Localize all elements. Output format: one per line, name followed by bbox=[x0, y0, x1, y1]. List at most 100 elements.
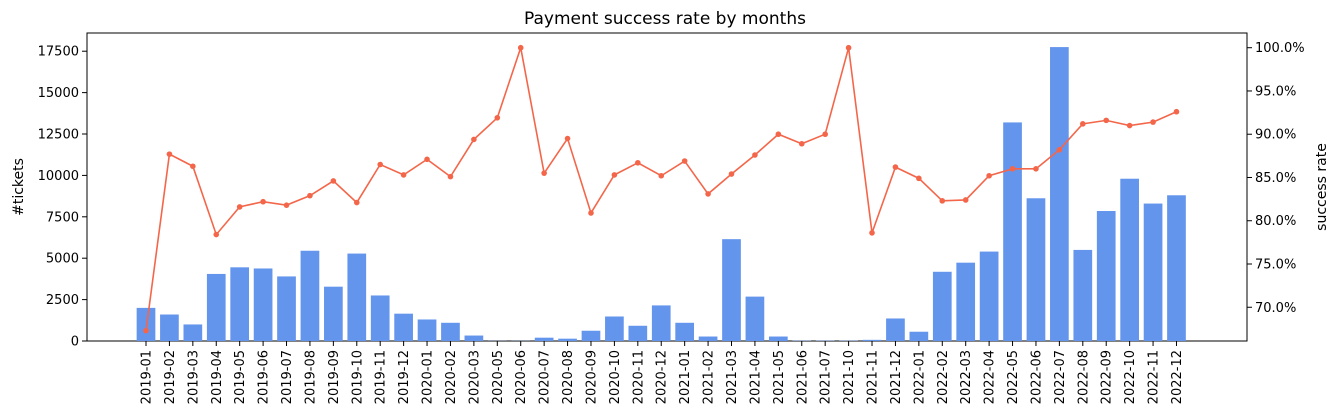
bar-2020-10 bbox=[605, 316, 624, 341]
bar-2022-05 bbox=[1003, 122, 1022, 341]
bar-2022-01 bbox=[909, 331, 929, 341]
rate-point-2021-10 bbox=[845, 44, 852, 51]
bar-2022-12 bbox=[1167, 195, 1186, 341]
x-tick-label: 2020-11 bbox=[631, 350, 646, 404]
rate-point-2022-09 bbox=[1103, 117, 1110, 124]
bar-2020-09 bbox=[581, 330, 601, 341]
left-axis: 0 2500 5000 7500 10000 12500 15000 17500 bbox=[38, 45, 87, 350]
x-tick-label: 2022-03 bbox=[959, 350, 974, 404]
rate-point-2022-08 bbox=[1080, 121, 1086, 127]
bar-2022-02 bbox=[932, 271, 952, 341]
bar-2019-01 bbox=[136, 307, 156, 341]
bar-2019-11 bbox=[370, 295, 390, 341]
bar-2022-06 bbox=[1026, 198, 1046, 341]
x-tick-label: 2020-06 bbox=[514, 350, 529, 404]
rate-point-2020-03 bbox=[471, 136, 477, 143]
rate-point-2021-06 bbox=[798, 140, 805, 147]
rate-point-2022-01 bbox=[916, 175, 922, 182]
bar-2020-12 bbox=[651, 305, 671, 341]
rate-point-2021-01 bbox=[681, 158, 688, 164]
x-tick-label: 2020-10 bbox=[608, 350, 623, 404]
rate-point-2022-05 bbox=[1009, 166, 1016, 172]
chart-title: Payment success rate by months bbox=[524, 9, 806, 29]
rate-point-2021-02 bbox=[705, 191, 711, 197]
x-tick-label: 2019-07 bbox=[280, 350, 295, 404]
bars-layer bbox=[136, 47, 1186, 341]
x-tick-label: 2022-12 bbox=[1170, 350, 1185, 404]
x-tick-label: 2019-09 bbox=[327, 350, 342, 404]
bar-2022-10 bbox=[1120, 178, 1139, 341]
x-tick-label: 2022-01 bbox=[912, 350, 927, 404]
y2-axis-label: success rate bbox=[1314, 143, 1330, 231]
x-tick-label: 2021-01 bbox=[678, 350, 693, 404]
rate-point-2019-06 bbox=[260, 198, 266, 205]
bar-2019-05 bbox=[230, 267, 250, 341]
x-tick-label: 2021-07 bbox=[819, 350, 834, 404]
x-axis: 2019-01 2019-02 2019-03 2019-04 2019-05 2019-… bbox=[140, 341, 1185, 404]
bar-2021-03 bbox=[722, 239, 741, 341]
x-tick-label: 2022-06 bbox=[1029, 350, 1044, 404]
rate-point-2019-03 bbox=[190, 163, 196, 170]
x-tick-label: 2019-12 bbox=[397, 350, 412, 404]
rate-point-2020-06 bbox=[517, 44, 524, 51]
x-tick-label: 2019-06 bbox=[257, 350, 272, 404]
bar-2022-11 bbox=[1143, 203, 1163, 341]
bar-2019-07 bbox=[277, 276, 296, 341]
rate-point-2020-07 bbox=[541, 170, 547, 176]
rate-point-2020-02 bbox=[447, 173, 454, 180]
bar-2021-11 bbox=[862, 339, 882, 341]
rate-point-2022-10 bbox=[1126, 122, 1133, 129]
x-tick-label: 2021-12 bbox=[889, 350, 904, 404]
x-tick-label: 2022-09 bbox=[1100, 350, 1115, 404]
bar-2020-03 bbox=[464, 335, 484, 341]
x-tick-label: 2022-05 bbox=[1006, 350, 1021, 404]
rate-point-2022-04 bbox=[986, 172, 992, 179]
bar-2021-04 bbox=[745, 296, 765, 341]
y-tick-label: 7500 bbox=[46, 210, 79, 225]
bar-2019-10 bbox=[347, 253, 367, 341]
rate-point-2019-08 bbox=[307, 192, 313, 199]
x-tick-label: 2019-11 bbox=[374, 350, 389, 404]
x-tick-label: 2020-08 bbox=[561, 350, 576, 404]
bar-2019-12 bbox=[394, 313, 413, 341]
x-tick-label: 2020-02 bbox=[444, 350, 459, 404]
y-tick-label: 2500 bbox=[46, 293, 79, 308]
x-tick-label: 2021-03 bbox=[725, 350, 740, 404]
bar-2019-08 bbox=[300, 250, 320, 341]
x-tick-label: 2021-05 bbox=[772, 350, 787, 404]
x-tick-label: 2022-10 bbox=[1123, 350, 1138, 404]
rate-point-2021-11 bbox=[869, 230, 875, 236]
rate-point-2019-04 bbox=[213, 231, 220, 238]
x-tick-label: 2022-02 bbox=[936, 350, 951, 404]
bar-2019-03 bbox=[183, 324, 203, 341]
rate-point-2019-05 bbox=[236, 204, 243, 210]
rate-point-2019-12 bbox=[400, 172, 407, 178]
rate-point-2022-12 bbox=[1173, 108, 1180, 115]
y2-tick-label: 90.0% bbox=[1255, 128, 1296, 143]
rate-point-2019-10 bbox=[353, 199, 360, 206]
x-tick-label: 2019-01 bbox=[140, 350, 155, 404]
rate-point-2020-10 bbox=[611, 172, 618, 178]
bar-2020-08 bbox=[558, 338, 577, 341]
y-axis-label: #tickets bbox=[11, 158, 27, 216]
rate-point-2021-03 bbox=[728, 171, 735, 177]
x-tick-label: 2019-08 bbox=[303, 350, 318, 404]
x-tick-label: 2022-07 bbox=[1053, 350, 1068, 404]
rate-point-2021-05 bbox=[775, 131, 782, 138]
success-rate-line bbox=[145, 44, 1177, 331]
bar-2019-04 bbox=[206, 273, 226, 341]
bar-2019-06 bbox=[253, 268, 273, 341]
bar-2022-08 bbox=[1073, 249, 1093, 341]
y2-tick-label: 85.0% bbox=[1255, 171, 1296, 186]
y-tick-label: 5000 bbox=[46, 252, 79, 267]
bar-2021-05 bbox=[768, 336, 788, 341]
rate-point-2020-11 bbox=[635, 159, 641, 166]
y-tick-label: 10000 bbox=[38, 169, 79, 184]
x-tick-label: 2021-11 bbox=[866, 350, 881, 404]
rate-point-2021-04 bbox=[752, 152, 758, 158]
y2-tick-label: 70.0% bbox=[1255, 301, 1296, 316]
x-tick-label: 2019-02 bbox=[163, 350, 178, 404]
x-tick-label: 2020-07 bbox=[538, 350, 553, 404]
rate-point-2020-08 bbox=[564, 135, 571, 142]
